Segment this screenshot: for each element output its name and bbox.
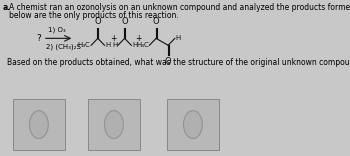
Text: ?: ? — [36, 34, 41, 43]
Text: O: O — [153, 17, 159, 27]
Text: +: + — [135, 34, 141, 43]
Text: H: H — [105, 42, 111, 48]
Text: Based on the products obtained, what was the structure of the original unknown c: Based on the products obtained, what was… — [7, 58, 350, 67]
Text: 1) O₃: 1) O₃ — [48, 27, 65, 33]
FancyBboxPatch shape — [167, 99, 219, 150]
Text: a.: a. — [3, 3, 11, 12]
Text: H₃C: H₃C — [78, 42, 90, 48]
Text: O: O — [94, 17, 101, 27]
Circle shape — [183, 111, 202, 139]
Text: O: O — [121, 17, 128, 27]
Text: H: H — [112, 42, 117, 48]
Text: A chemist ran an ozonolysis on an unknown compound and analyzed the products for: A chemist ran an ozonolysis on an unknow… — [9, 3, 350, 12]
FancyBboxPatch shape — [13, 99, 65, 150]
Circle shape — [105, 111, 123, 139]
Text: +: + — [110, 34, 117, 43]
Text: below are the only products of this reaction.: below are the only products of this reac… — [9, 11, 178, 20]
Text: 2) (CH₃)₂S: 2) (CH₃)₂S — [46, 43, 80, 50]
Text: H: H — [175, 35, 181, 41]
Text: H: H — [132, 42, 137, 48]
FancyBboxPatch shape — [88, 99, 140, 150]
Text: O: O — [165, 57, 172, 66]
Circle shape — [29, 111, 48, 139]
Text: H₃C: H₃C — [136, 42, 149, 48]
